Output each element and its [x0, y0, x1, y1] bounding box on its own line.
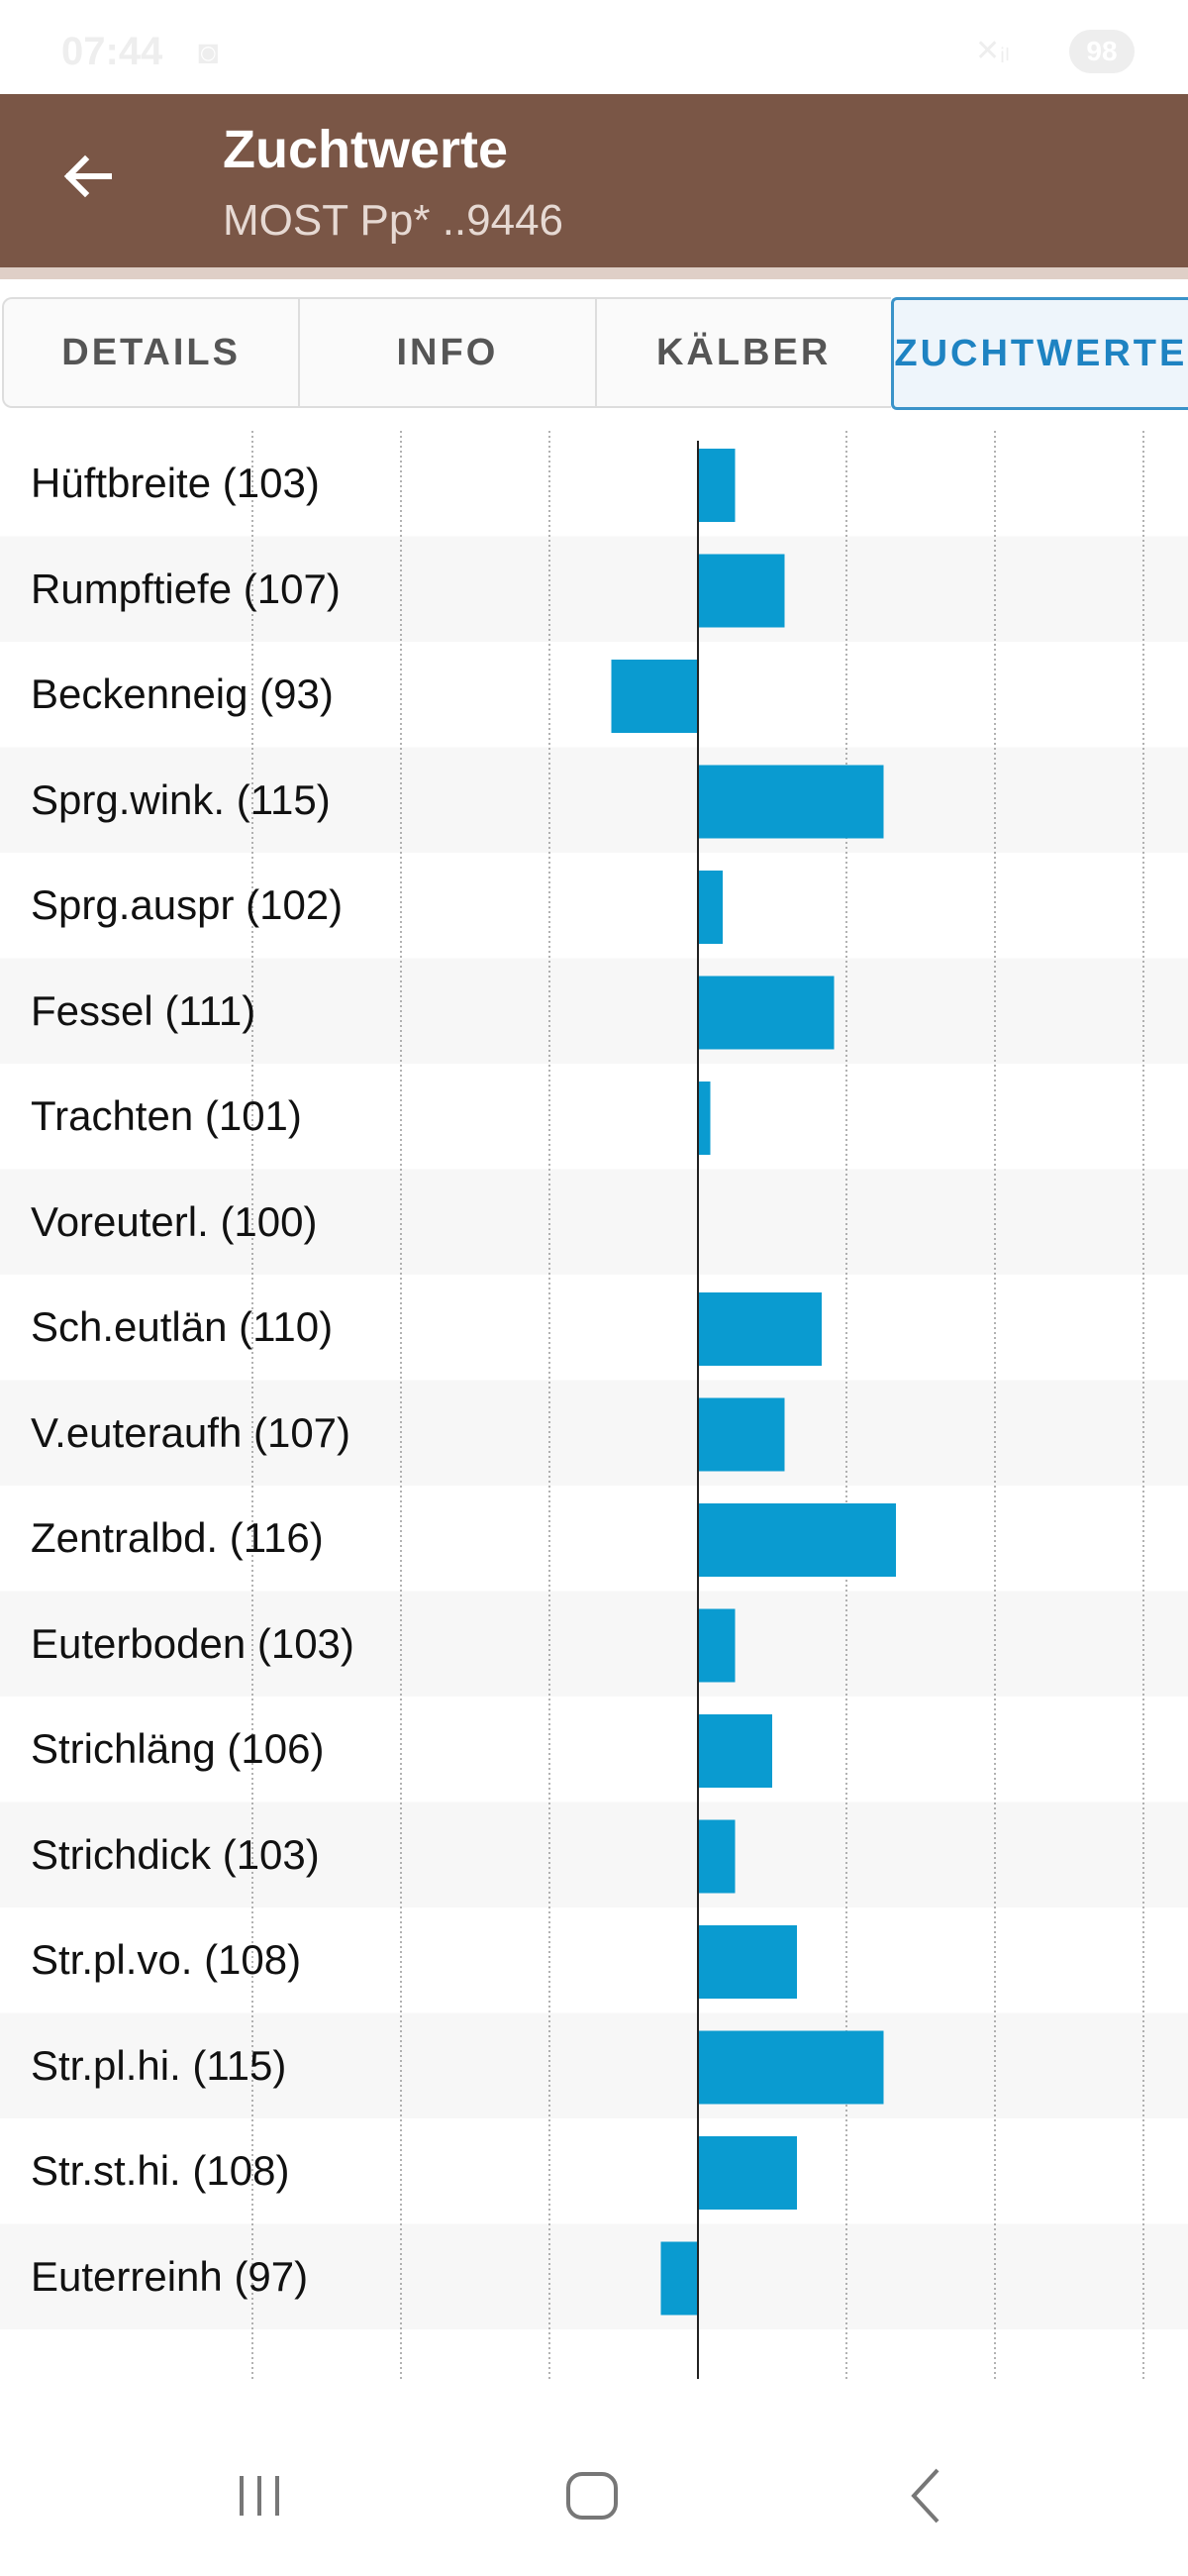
bar-17	[660, 2241, 698, 2316]
page-subtitle: MOST Pp* ..9446	[223, 196, 564, 245]
row-background	[0, 1380, 1188, 1486]
battery-icon: 98	[1069, 30, 1135, 73]
bar-6	[698, 1082, 711, 1155]
row-label: Trachten (101)	[31, 1092, 302, 1139]
row-label: Euterboden (103)	[31, 1619, 354, 1667]
bar-3	[698, 765, 884, 839]
row-background	[0, 1169, 1188, 1275]
row-label: V.euteraufh (107)	[31, 1408, 351, 1456]
row-label: Sprg.wink. (115)	[31, 775, 331, 823]
arrow-left-icon[interactable]	[57, 147, 117, 206]
row-background	[0, 1591, 1188, 1697]
row-background	[0, 747, 1188, 853]
bar-13	[698, 1819, 736, 1894]
row-label: Beckenneig (93)	[31, 670, 334, 717]
row-background	[0, 2223, 1188, 2329]
row-label: Str.pl.vo. (108)	[31, 1936, 302, 1983]
breeding-values-chart: Hüftbreite (103) Rumpftiefe (107) Beckenne…	[0, 431, 1188, 2382]
row-label: Strichläng (106)	[31, 1725, 325, 1772]
back-chevron-icon[interactable]	[886, 2456, 965, 2535]
network-icon: ✕ᵢₗ	[975, 35, 1010, 67]
tab-zuchtwerte[interactable]: ZUCHTWERTE	[890, 297, 1188, 410]
row-label: Euterreinh (97)	[31, 2252, 309, 2300]
tab-bar: DETAILS INFO KÄLBER ZUCHTWERTE	[2, 297, 1188, 410]
row-label: Rumpftiefe (107)	[31, 565, 341, 612]
row-background	[0, 536, 1188, 642]
bar-15	[698, 2030, 884, 2105]
tab-info[interactable]: INFO	[298, 297, 595, 408]
bar-10	[698, 1503, 896, 1577]
bar-12	[698, 1714, 772, 1788]
bar-16	[698, 2136, 797, 2210]
row-label: Sch.eutlän (110)	[31, 1303, 334, 1350]
row-label: Strichdick (103)	[31, 1830, 320, 1878]
home-icon[interactable]	[552, 2456, 632, 2535]
row-label: Str.st.hi. (108)	[31, 2147, 290, 2194]
navigation-bar	[0, 2417, 1188, 2576]
page-title: Zuchtwerte	[223, 120, 509, 179]
bar-chart-svg	[0, 431, 1188, 2379]
bar-5	[698, 976, 835, 1050]
row-label: Str.pl.hi. (115)	[31, 2041, 287, 2089]
bar-8	[698, 1292, 822, 1366]
app-bar: Zuchtwerte MOST Pp* ..9446	[0, 94, 1188, 279]
row-background	[0, 2012, 1188, 2118]
row-label: Zentralbd. (116)	[31, 1514, 324, 1561]
tab-details[interactable]: DETAILS	[2, 297, 299, 408]
row-label: Sprg.auspr (102)	[31, 881, 344, 928]
row-label: Hüftbreite (103)	[31, 460, 320, 506]
row-label: Fessel (111)	[31, 986, 256, 1034]
bar-1	[698, 554, 785, 628]
row-background	[0, 958, 1188, 1064]
row-label: Voreuterl. (100)	[31, 1197, 318, 1245]
status-time: 07:44	[61, 30, 163, 73]
bar-2	[611, 660, 698, 733]
tab-kaelber[interactable]: KÄLBER	[594, 297, 891, 408]
bar-9	[698, 1397, 785, 1472]
row-background	[0, 1802, 1188, 1907]
bar-11	[698, 1608, 736, 1683]
bar-4	[698, 871, 723, 944]
status-bar: 07:44 ◙ ✕ᵢₗ 98	[0, 0, 1188, 94]
bar-0	[698, 449, 736, 522]
camera-icon: ◙	[198, 34, 219, 71]
bar-14	[698, 1925, 797, 1999]
recents-icon[interactable]	[220, 2456, 299, 2535]
